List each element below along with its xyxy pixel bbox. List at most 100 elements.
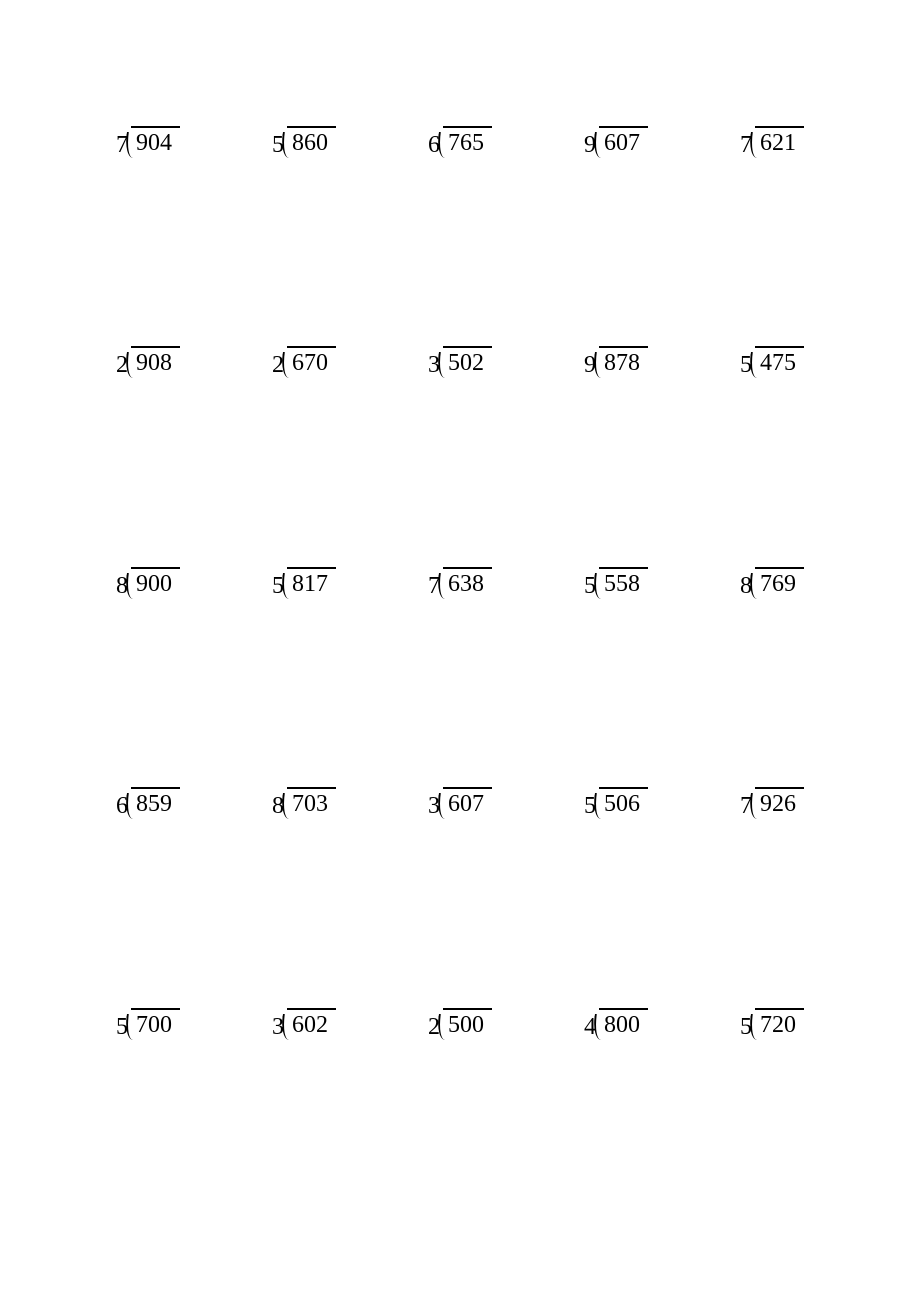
division-problem: 5 720 [694,1002,850,1222]
division-problem: 5 506 [538,781,694,1001]
dividend: 860 [287,126,336,156]
division-expression: 7 621 [740,130,804,159]
division-expression: 3 602 [272,1012,336,1041]
division-problem: 5 700 [70,1002,226,1222]
division-bracket: 621 [755,130,804,157]
division-expression: 2 908 [116,350,180,379]
division-expression: 7 904 [116,130,180,159]
division-problem: 4 800 [538,1002,694,1222]
dividend: 800 [599,1008,648,1038]
division-problem: 8 769 [694,561,850,781]
division-problem: 7 638 [382,561,538,781]
dividend: 859 [131,787,180,817]
division-expression: 7 926 [740,791,804,820]
division-bracket: 765 [443,130,492,157]
division-bracket: 926 [755,791,804,818]
division-problem: 7 926 [694,781,850,1001]
worksheet-grid: 7 904 5 860 6 765 9 607 [70,120,850,1222]
dividend: 670 [287,346,336,376]
dividend: 769 [755,567,804,597]
dividend: 638 [443,567,492,597]
division-problem: 3 602 [226,1002,382,1222]
division-expression: 5 558 [584,571,648,600]
dividend: 904 [131,126,180,156]
dividend: 558 [599,567,648,597]
division-bracket: 769 [755,571,804,598]
division-bracket: 908 [131,350,180,377]
division-bracket: 602 [287,1012,336,1039]
dividend: 607 [443,787,492,817]
division-expression: 2 500 [428,1012,492,1041]
division-expression: 7 638 [428,571,492,600]
division-problem: 3 607 [382,781,538,1001]
division-problem: 2 908 [70,340,226,560]
division-bracket: 700 [131,1012,180,1039]
division-bracket: 900 [131,571,180,598]
division-problem: 3 502 [382,340,538,560]
dividend: 602 [287,1008,336,1038]
division-problem: 2 670 [226,340,382,560]
division-bracket: 506 [599,791,648,818]
dividend: 703 [287,787,336,817]
division-problem: 8 900 [70,561,226,781]
dividend: 817 [287,567,336,597]
division-expression: 2 670 [272,350,336,379]
division-problem: 6 859 [70,781,226,1001]
division-expression: 9 878 [584,350,648,379]
division-problem: 7 904 [70,120,226,340]
dividend: 926 [755,787,804,817]
division-problem: 9 607 [538,120,694,340]
division-expression: 8 769 [740,571,804,600]
dividend: 700 [131,1008,180,1038]
division-bracket: 638 [443,571,492,598]
dividend: 765 [443,126,492,156]
division-problem: 2 500 [382,1002,538,1222]
division-bracket: 475 [755,350,804,377]
dividend: 878 [599,346,648,376]
division-bracket: 607 [443,791,492,818]
division-expression: 5 506 [584,791,648,820]
division-problem: 5 860 [226,120,382,340]
division-expression: 3 607 [428,791,492,820]
division-bracket: 800 [599,1012,648,1039]
division-problem: 8 703 [226,781,382,1001]
division-bracket: 502 [443,350,492,377]
division-expression: 8 900 [116,571,180,600]
division-bracket: 607 [599,130,648,157]
division-expression: 5 817 [272,571,336,600]
dividend: 720 [755,1008,804,1038]
division-bracket: 860 [287,130,336,157]
division-problem: 9 878 [538,340,694,560]
division-bracket: 859 [131,791,180,818]
dividend: 506 [599,787,648,817]
division-problem: 7 621 [694,120,850,340]
division-bracket: 500 [443,1012,492,1039]
division-expression: 5 700 [116,1012,180,1041]
dividend: 500 [443,1008,492,1038]
division-bracket: 720 [755,1012,804,1039]
division-problem: 6 765 [382,120,538,340]
division-problem: 5 558 [538,561,694,781]
division-bracket: 670 [287,350,336,377]
division-expression: 8 703 [272,791,336,820]
division-bracket: 878 [599,350,648,377]
division-bracket: 904 [131,130,180,157]
division-expression: 5 860 [272,130,336,159]
division-bracket: 817 [287,571,336,598]
division-bracket: 558 [599,571,648,598]
division-expression: 5 475 [740,350,804,379]
division-expression: 6 859 [116,791,180,820]
division-expression: 6 765 [428,130,492,159]
dividend: 908 [131,346,180,376]
division-expression: 9 607 [584,130,648,159]
dividend: 502 [443,346,492,376]
division-expression: 4 800 [584,1012,648,1041]
dividend: 607 [599,126,648,156]
division-expression: 3 502 [428,350,492,379]
dividend: 475 [755,346,804,376]
division-bracket: 703 [287,791,336,818]
dividend: 900 [131,567,180,597]
dividend: 621 [755,126,804,156]
division-problem: 5 475 [694,340,850,560]
division-expression: 5 720 [740,1012,804,1041]
